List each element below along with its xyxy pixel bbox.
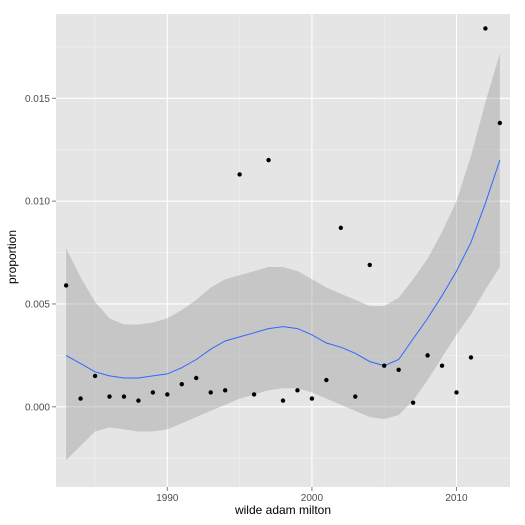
data-point	[396, 367, 401, 372]
x-tick-label: 2000	[301, 493, 324, 504]
axis-ticks: 1990 2000 2010 0.000 0.005 0.010 0.015	[25, 94, 468, 504]
x-axis-title: wilde adam milton	[234, 503, 331, 517]
data-point	[454, 390, 459, 395]
data-point	[309, 396, 315, 401]
data-point	[353, 394, 358, 399]
data-point	[425, 353, 430, 358]
data-point	[251, 392, 257, 397]
y-tick-label: 0.005	[25, 299, 50, 310]
panel-background	[56, 14, 510, 487]
data-point	[136, 398, 141, 403]
data-point	[63, 283, 69, 288]
data-point	[295, 388, 300, 393]
y-axis-title: proportion	[5, 230, 19, 284]
data-point	[468, 355, 474, 360]
data-point	[497, 120, 503, 126]
data-point	[338, 225, 344, 231]
confidence-band-layer	[66, 53, 500, 461]
data-point	[194, 375, 199, 381]
data-point	[150, 390, 156, 395]
points-layer	[63, 26, 503, 405]
confidence-band	[66, 53, 500, 461]
smooth-line	[65, 159, 501, 379]
data-point	[222, 388, 228, 393]
data-point	[280, 398, 286, 403]
data-point	[324, 377, 329, 383]
data-point	[237, 172, 242, 177]
data-point	[92, 373, 98, 379]
data-point	[266, 157, 271, 163]
data-point	[208, 390, 213, 395]
y-tick-label: 0.015	[25, 94, 50, 105]
data-point	[179, 381, 184, 387]
grid	[56, 14, 510, 487]
data-point	[439, 363, 445, 368]
x-tick-label: 1990	[156, 493, 179, 504]
data-point	[78, 396, 83, 401]
smooth-line-layer	[65, 159, 501, 379]
y-tick-label: 0.000	[25, 402, 50, 413]
y-tick-label: 0.010	[25, 197, 50, 208]
data-point	[382, 363, 387, 368]
data-point	[483, 26, 488, 31]
data-point	[121, 394, 127, 399]
x-tick-label: 2010	[445, 493, 468, 504]
data-point	[367, 262, 372, 268]
data-point	[410, 400, 416, 405]
data-point	[107, 394, 112, 399]
data-point	[165, 392, 170, 397]
